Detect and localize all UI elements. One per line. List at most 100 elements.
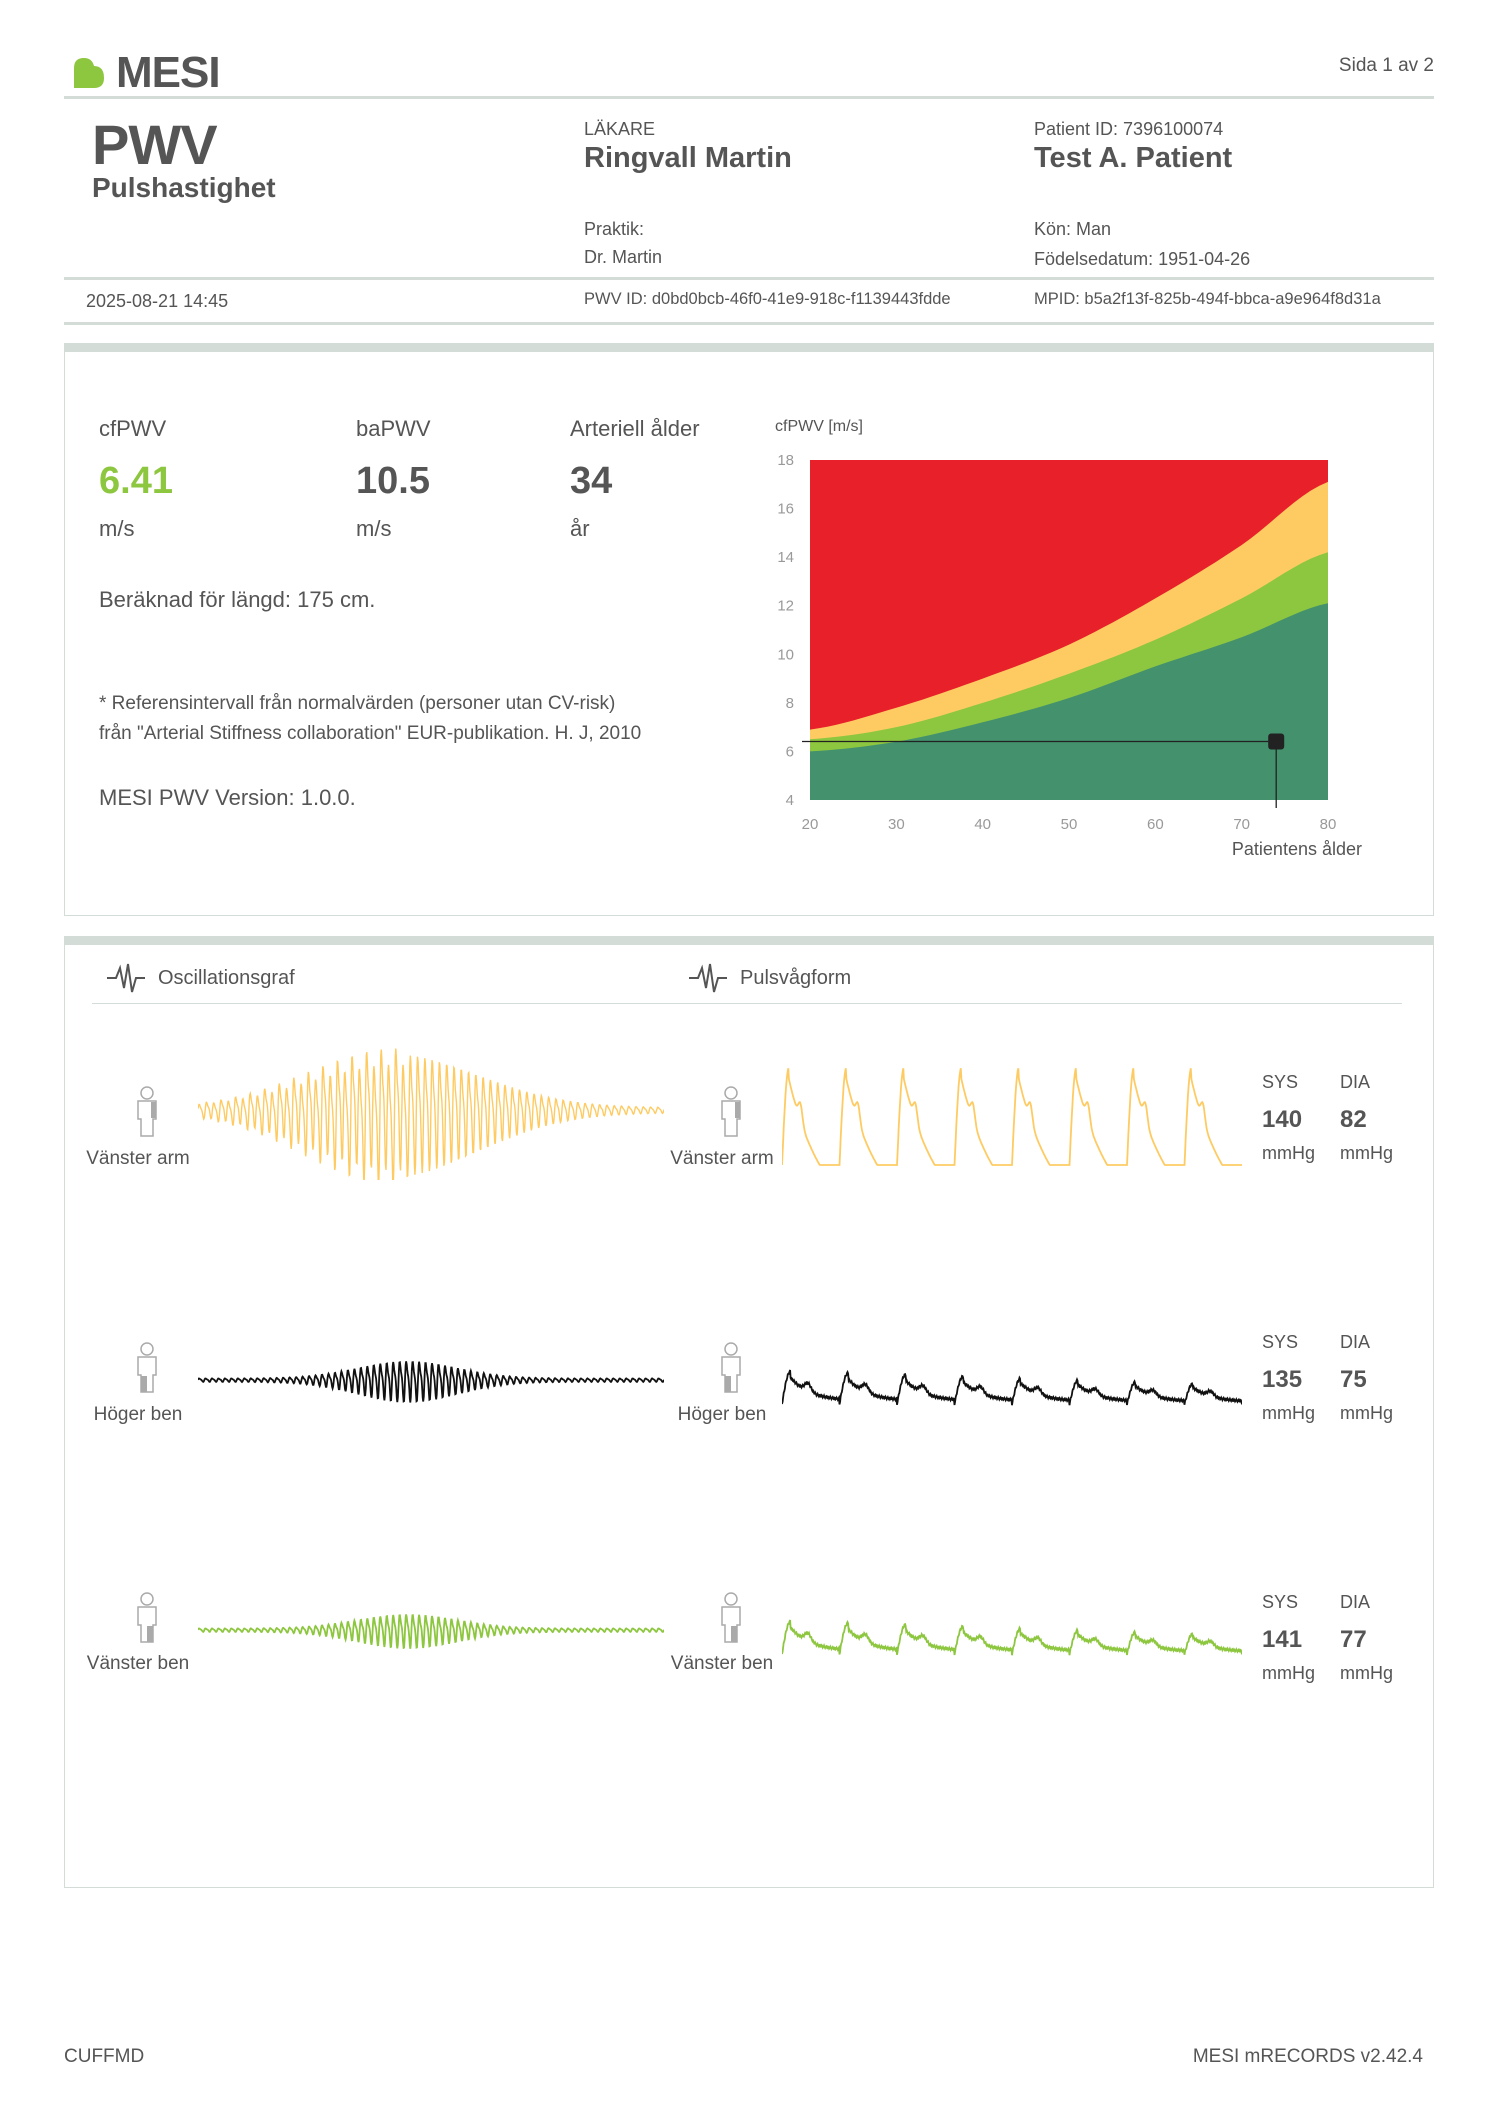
sys-value: 141 bbox=[1262, 1626, 1303, 1653]
patient-sex: Kön: Man bbox=[1034, 219, 1112, 239]
reference-band bbox=[810, 603, 1328, 800]
sys-label: SYS bbox=[1262, 1592, 1299, 1612]
sys-unit: mmHg bbox=[1262, 1403, 1315, 1423]
oscillation-trace bbox=[198, 1361, 664, 1403]
y-tick-label: 14 bbox=[777, 549, 794, 566]
sys-unit: mmHg bbox=[1262, 1143, 1315, 1163]
practice-label: Praktik: bbox=[584, 219, 645, 239]
arterial-age-value: 34 bbox=[570, 460, 613, 502]
footer-left: CUFFMD bbox=[64, 2046, 145, 2067]
divider bbox=[64, 96, 1434, 99]
pulse-limb-label: Vänster arm bbox=[670, 1148, 774, 1169]
dia-label: DIA bbox=[1340, 1592, 1371, 1612]
oscillation-trace bbox=[198, 1048, 664, 1180]
page-number: Sida 1 av 2 bbox=[1338, 55, 1434, 76]
dia-value: 77 bbox=[1340, 1626, 1367, 1653]
waveform-icon bbox=[689, 963, 727, 993]
pulse-waveform-left-leg bbox=[782, 1619, 1242, 1656]
body-right-leg-icon bbox=[137, 1342, 157, 1393]
body-right-leg-icon bbox=[721, 1342, 741, 1393]
divider bbox=[64, 277, 1434, 280]
dia-unit: mmHg bbox=[1340, 1663, 1393, 1683]
pulse-trace bbox=[782, 1369, 1242, 1406]
y-tick-label: 12 bbox=[777, 598, 794, 615]
oscillation-header: Oscillationsgraf bbox=[106, 961, 295, 995]
pulse-waveform-right-leg bbox=[782, 1369, 1242, 1406]
oscillation-trace bbox=[198, 1614, 664, 1650]
pulse-trace bbox=[782, 1068, 1242, 1166]
oscillation-graph-right-leg bbox=[198, 1361, 664, 1403]
waveform-icon bbox=[107, 963, 145, 993]
dia-unit: mmHg bbox=[1340, 1403, 1393, 1423]
version-text: MESI PWV Version: 1.0.0. bbox=[99, 785, 356, 810]
dia-unit: mmHg bbox=[1340, 1143, 1393, 1163]
divider bbox=[64, 322, 1434, 325]
pwv-reference-chart: 4 6 8 10 12 14 16 18 20 30 40 50 60 70 80 cfPWV [m/s] Pa… bbox=[775, 418, 1362, 859]
cfpwv-unit: m/s bbox=[99, 516, 135, 541]
pulse-title: Pulsvågform bbox=[740, 966, 852, 989]
sys-value: 135 bbox=[1262, 1366, 1303, 1393]
x-tick-label: 60 bbox=[1147, 816, 1164, 833]
oscillation-graph-left-leg bbox=[198, 1614, 664, 1650]
footer-right: MESI mRECORDS v2.42.4 bbox=[1192, 2046, 1423, 2067]
sys-unit: mmHg bbox=[1262, 1663, 1315, 1683]
patient-marker bbox=[1268, 733, 1285, 750]
mpid: MPID: b5a2f13f-825b-494f-bbca-a9e964f8d3… bbox=[1034, 290, 1381, 308]
divider bbox=[92, 1003, 1402, 1004]
patient-id: Patient ID: 7396100074 bbox=[1034, 119, 1224, 139]
y-tick-label: 18 bbox=[777, 452, 794, 469]
brand-name: MESI bbox=[116, 48, 221, 97]
mesi-logo: MESI bbox=[70, 48, 221, 98]
dia-label: DIA bbox=[1340, 1072, 1371, 1092]
osc-limb-label: Vänster ben bbox=[86, 1653, 190, 1674]
pulse-limb-label: Vänster ben bbox=[670, 1653, 774, 1674]
pulse-waveform-left-arm bbox=[782, 1068, 1242, 1166]
patient-birthdate: Födelsedatum: 1951-04-26 bbox=[1034, 249, 1251, 269]
y-tick-label: 6 bbox=[786, 743, 794, 760]
leaf-icon bbox=[74, 58, 104, 88]
body-left-leg-icon bbox=[137, 1592, 157, 1643]
reference-line-1: * Referensintervall från normalvärden (p… bbox=[99, 693, 616, 714]
bapwv-label: baPWV bbox=[356, 416, 431, 441]
doctor-label: LÄKARE bbox=[584, 119, 656, 139]
pulse-trace bbox=[782, 1619, 1242, 1656]
body-left-arm-icon bbox=[137, 1086, 157, 1137]
oscillation-graph-left-arm bbox=[198, 1048, 664, 1180]
body-left-arm-icon bbox=[721, 1086, 741, 1137]
patient-name: Test A. Patient bbox=[1034, 142, 1233, 174]
dia-value: 75 bbox=[1340, 1366, 1367, 1393]
y-axis-label: cfPWV [m/s] bbox=[775, 418, 863, 435]
bapwv-value: 10.5 bbox=[356, 460, 430, 502]
x-tick-label: 70 bbox=[1233, 816, 1250, 833]
osc-limb-label: Höger ben bbox=[93, 1404, 183, 1425]
pwv-id: PWV ID: d0bd0bcb-46f0-41e9-918c-f1139443… bbox=[584, 290, 951, 308]
pulse-limb-label: Höger ben bbox=[677, 1404, 767, 1425]
cfpwv-value: 6.41 bbox=[99, 460, 173, 502]
body-left-leg-icon bbox=[721, 1592, 741, 1643]
report-subtitle: Pulshastighet bbox=[92, 172, 276, 203]
dia-value: 82 bbox=[1340, 1106, 1367, 1133]
x-tick-label: 50 bbox=[1061, 816, 1078, 833]
bapwv-unit: m/s bbox=[356, 516, 392, 541]
report-title: PWV bbox=[92, 113, 218, 176]
x-axis-label: Patientens ålder bbox=[1232, 839, 1362, 859]
sys-label: SYS bbox=[1262, 1332, 1299, 1352]
y-tick-label: 16 bbox=[777, 501, 794, 518]
measurement-datetime: 2025-08-21 14:45 bbox=[86, 291, 229, 311]
reference-line-2: från "Arterial Stiffness collaboration" … bbox=[99, 723, 642, 744]
pulse-header: Pulsvågform bbox=[688, 961, 851, 995]
practice-name: Dr. Martin bbox=[584, 247, 663, 267]
arterial-age-unit: år bbox=[570, 516, 590, 541]
x-tick-label: 40 bbox=[974, 816, 991, 833]
height-note: Beräknad för längd: 175 cm. bbox=[99, 587, 376, 612]
oscillation-title: Oscillationsgraf bbox=[158, 966, 295, 989]
y-tick-label: 8 bbox=[786, 695, 794, 712]
x-tick-label: 30 bbox=[888, 816, 905, 833]
x-tick-label: 80 bbox=[1320, 816, 1337, 833]
arterial-age-label: Arteriell ålder bbox=[570, 416, 700, 441]
cfpwv-label: cfPWV bbox=[99, 416, 167, 441]
doctor-name: Ringvall Martin bbox=[584, 142, 792, 174]
y-tick-label: 10 bbox=[777, 646, 794, 663]
osc-limb-label: Vänster arm bbox=[86, 1148, 190, 1169]
dia-label: DIA bbox=[1340, 1332, 1371, 1352]
